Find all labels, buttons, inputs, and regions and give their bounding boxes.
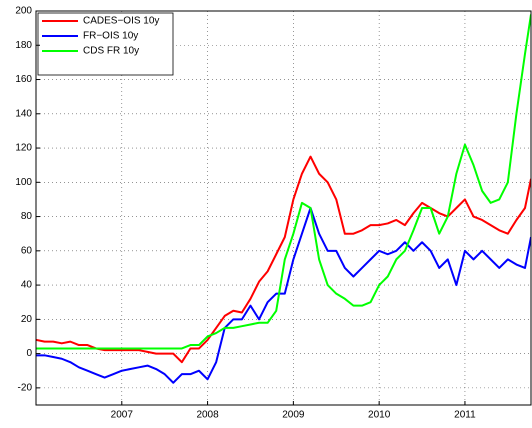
y-tick-label: 120 [15, 143, 32, 154]
y-tick-label: 100 [15, 177, 32, 188]
y-tick-label: 160 [15, 74, 32, 85]
y-tick-label: 20 [21, 314, 33, 325]
y-tick-label: 140 [15, 108, 32, 119]
y-tick-label: 180 [15, 40, 32, 51]
x-tick-label: 2008 [196, 410, 219, 421]
x-tick-label: 2007 [111, 410, 134, 421]
series-line [36, 14, 531, 350]
series-line [36, 207, 531, 384]
series-line [36, 155, 531, 364]
legend-label: CADES−OIS 10y [83, 16, 159, 27]
x-tick-label: 2009 [282, 410, 305, 421]
y-tick-label: -20 [18, 383, 33, 394]
legend-label: FR−OIS 10y [83, 31, 138, 42]
x-tick-label: 2010 [368, 410, 391, 421]
legend-label: CDS FR 10y [83, 46, 139, 57]
legend-box [37, 12, 174, 76]
y-tick-label: 0 [26, 348, 32, 359]
x-tick-label: 2011 [454, 410, 476, 421]
plot-frame [35, 10, 532, 406]
y-tick-label: 60 [21, 245, 33, 256]
y-tick-label: 40 [21, 280, 33, 291]
y-tick-label: 200 [15, 6, 32, 17]
y-tick-label: 80 [21, 211, 33, 222]
